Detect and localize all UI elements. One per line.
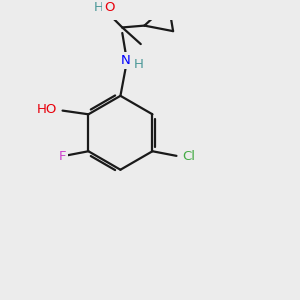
Text: H: H — [93, 1, 103, 13]
Text: HO: HO — [37, 103, 57, 116]
Text: O: O — [104, 1, 115, 13]
Text: Cl: Cl — [182, 150, 195, 163]
Text: H: H — [134, 58, 144, 71]
Text: N: N — [121, 54, 131, 67]
Text: F: F — [59, 150, 66, 163]
